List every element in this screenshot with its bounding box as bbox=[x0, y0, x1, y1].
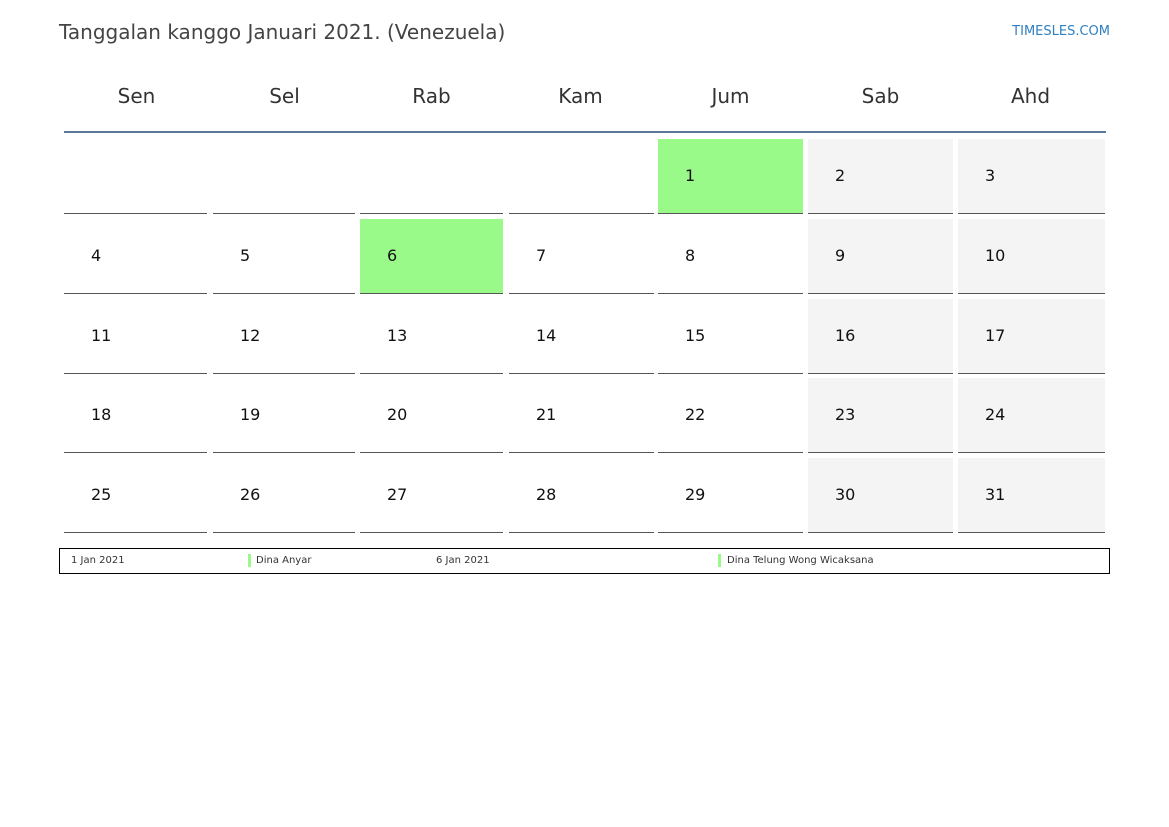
legend-swatch bbox=[248, 554, 251, 567]
weekday-label: Rab bbox=[412, 84, 451, 108]
day-number: 22 bbox=[685, 405, 706, 424]
day-cell: 13 bbox=[360, 299, 503, 374]
header-divider bbox=[64, 131, 1106, 133]
day-cell: 5 bbox=[213, 219, 355, 294]
day-cell: 9 bbox=[808, 219, 953, 294]
holiday-legend: 1 Jan 2021 Dina Anyar 6 Jan 2021 Dina Te… bbox=[59, 548, 1110, 574]
day-number: 12 bbox=[240, 326, 261, 345]
day-cell: 19 bbox=[213, 378, 355, 453]
day-number: 31 bbox=[985, 485, 1006, 504]
day-number: 5 bbox=[240, 246, 251, 265]
weekday-label: Sab bbox=[861, 84, 900, 108]
day-cell: 21 bbox=[509, 378, 654, 453]
weekday-label: Kam bbox=[558, 84, 603, 108]
day-cell: 15 bbox=[658, 299, 803, 374]
day-cell: 2 bbox=[808, 139, 953, 214]
legend-date: 1 Jan 2021 bbox=[71, 555, 125, 566]
day-number: 2 bbox=[835, 166, 846, 185]
empty-day-cell bbox=[64, 139, 207, 214]
day-cell: 7 bbox=[509, 219, 654, 294]
day-cell: 22 bbox=[658, 378, 803, 453]
weekday-label: Ahd bbox=[1010, 84, 1051, 108]
day-number: 8 bbox=[685, 246, 696, 265]
day-cell: 4 bbox=[64, 219, 207, 294]
day-number: 30 bbox=[835, 485, 856, 504]
day-cell: 8 bbox=[658, 219, 803, 294]
day-number: 11 bbox=[91, 326, 112, 345]
day-cell: 28 bbox=[509, 458, 654, 533]
legend-swatch bbox=[718, 554, 721, 567]
day-number: 14 bbox=[536, 326, 557, 345]
day-cell: 27 bbox=[360, 458, 503, 533]
day-cell: 26 bbox=[213, 458, 355, 533]
legend-holiday-name: Dina Anyar bbox=[256, 555, 312, 566]
day-cell: 25 bbox=[64, 458, 207, 533]
day-number: 20 bbox=[387, 405, 408, 424]
day-number: 6 bbox=[387, 246, 398, 265]
weekday-label: Sen bbox=[117, 84, 156, 108]
day-number: 16 bbox=[835, 326, 856, 345]
day-cell: 23 bbox=[808, 378, 953, 453]
day-cell: 29 bbox=[658, 458, 803, 533]
day-cell: 31 bbox=[958, 458, 1105, 533]
legend-date: 6 Jan 2021 bbox=[436, 555, 490, 566]
day-number: 4 bbox=[91, 246, 102, 265]
day-number: 26 bbox=[240, 485, 261, 504]
day-number: 29 bbox=[685, 485, 706, 504]
weekday-header: Sen Sel Rab Kam Jum Sab Ahd bbox=[64, 84, 1106, 114]
day-cell: 20 bbox=[360, 378, 503, 453]
day-number: 9 bbox=[835, 246, 846, 265]
site-link[interactable]: TIMESLES.COM bbox=[1012, 24, 1110, 39]
day-number: 10 bbox=[985, 246, 1006, 265]
day-number: 27 bbox=[387, 485, 408, 504]
day-number: 13 bbox=[387, 326, 408, 345]
day-cell: 24 bbox=[958, 378, 1105, 453]
day-number: 18 bbox=[91, 405, 112, 424]
weekday-label: Jum bbox=[711, 84, 750, 108]
day-cell: 18 bbox=[64, 378, 207, 453]
day-number: 28 bbox=[536, 485, 557, 504]
day-cell: 10 bbox=[958, 219, 1105, 294]
day-cell: 3 bbox=[958, 139, 1105, 214]
day-number: 25 bbox=[91, 485, 112, 504]
day-cell: 12 bbox=[213, 299, 355, 374]
day-number: 23 bbox=[835, 405, 856, 424]
day-number: 15 bbox=[685, 326, 706, 345]
weekday-label: Sel bbox=[269, 84, 300, 108]
day-number: 1 bbox=[685, 166, 696, 185]
day-cell: 11 bbox=[64, 299, 207, 374]
day-number: 24 bbox=[985, 405, 1006, 424]
empty-day-cell bbox=[509, 139, 654, 214]
day-cell: 14 bbox=[509, 299, 654, 374]
day-cell: 30 bbox=[808, 458, 953, 533]
day-number: 19 bbox=[240, 405, 261, 424]
day-number: 3 bbox=[985, 166, 996, 185]
day-cell: 1 bbox=[658, 139, 803, 214]
day-cell: 17 bbox=[958, 299, 1105, 374]
empty-day-cell bbox=[213, 139, 355, 214]
page-title: Tanggalan kanggo Januari 2021. (Venezuel… bbox=[59, 20, 506, 44]
day-number: 21 bbox=[536, 405, 557, 424]
legend-holiday-name: Dina Telung Wong Wicaksana bbox=[727, 555, 874, 566]
day-cell: 6 bbox=[360, 219, 503, 294]
day-number: 7 bbox=[536, 246, 547, 265]
day-number: 17 bbox=[985, 326, 1006, 345]
empty-day-cell bbox=[360, 139, 503, 214]
day-cell: 16 bbox=[808, 299, 953, 374]
